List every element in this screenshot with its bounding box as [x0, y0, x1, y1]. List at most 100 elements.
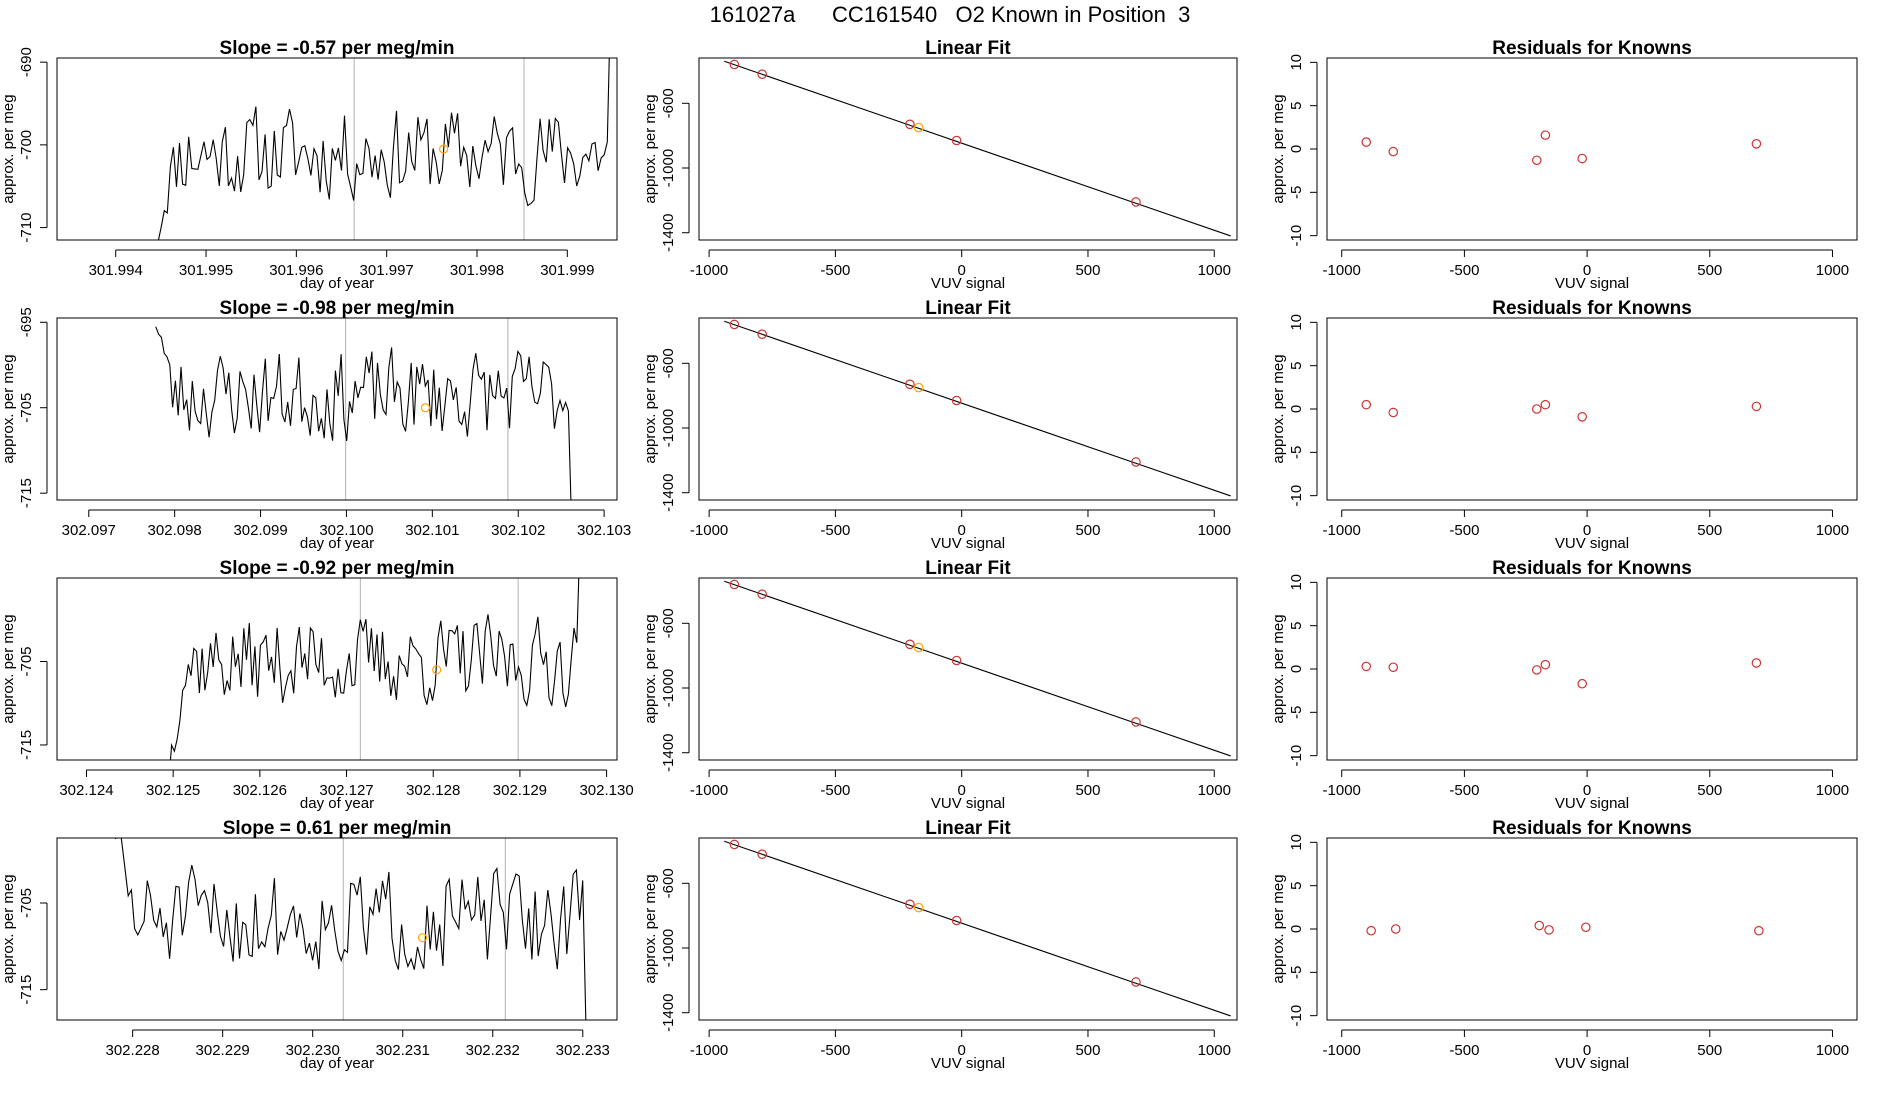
fit-line: [724, 580, 1231, 757]
panel-data: [169, 578, 580, 760]
data-point: [951, 915, 962, 926]
fit-line: [724, 320, 1231, 497]
x-axis-label: day of year: [300, 1055, 374, 1072]
y-tick-label: 5: [1288, 881, 1305, 889]
plot-frame: [698, 837, 1238, 1021]
x-tick-label: 1000: [1816, 782, 1849, 799]
y-tick-label: -5: [1288, 446, 1305, 459]
y-tick-label: -690: [18, 47, 35, 77]
plot-frame: [1326, 317, 1858, 501]
data-point: [729, 579, 740, 590]
data-point: [1131, 197, 1141, 207]
data-point: [951, 395, 962, 406]
y-tick-label: 10: [1288, 54, 1305, 71]
data-point: [1544, 925, 1554, 935]
data-point: [729, 59, 740, 70]
y-axis-label: approx. per meg: [0, 614, 17, 723]
y-tick-label: 0: [1288, 145, 1305, 153]
y-tick-label: 10: [1288, 574, 1305, 591]
panel-3-2: Linear Fit -1000 -500 0 500 1000 VUV signal -60…: [642, 558, 1238, 812]
x-tick-label: -1000: [690, 522, 728, 539]
x-tick-label: 0: [1583, 262, 1591, 279]
x-axis-label: VUV signal: [1555, 535, 1629, 552]
plot-frame: [56, 577, 618, 761]
x-tick-label: 302.129: [493, 782, 547, 799]
data-point: [951, 135, 962, 146]
y-tick-label: 5: [1288, 101, 1305, 109]
y-tick-label: -10: [1288, 745, 1305, 767]
y-axis-label: approx. per meg: [0, 874, 17, 983]
data-point: [1534, 920, 1545, 931]
y-tick-label: -600: [660, 608, 677, 638]
data-point: [1577, 153, 1587, 164]
panel-data: [724, 579, 1231, 757]
x-tick-label: 1000: [1198, 522, 1231, 539]
y-tick-label: 5: [1288, 361, 1305, 369]
x-tick-label: 302.232: [466, 1042, 520, 1059]
y-tick-label: 10: [1288, 314, 1305, 331]
panel-data: [1366, 920, 1764, 936]
x-tick-label: 1000: [1198, 262, 1231, 279]
panel-title: Slope = 0.61 per meg/min: [223, 818, 452, 839]
panel-title: Slope = -0.57 per meg/min: [220, 38, 455, 59]
data-point: [1751, 658, 1762, 668]
x-tick-label: 500: [1075, 1042, 1100, 1059]
x-tick-label: 1000: [1198, 782, 1231, 799]
panel-2-1: Slope = -0.98 per meg/min 302.097 302.098 3…: [0, 298, 631, 552]
data-point: [1581, 922, 1591, 933]
data-point: [1751, 139, 1762, 149]
data-point: [1388, 662, 1399, 673]
x-tick-label: 1000: [1816, 262, 1849, 279]
x-tick-label: 302.097: [62, 522, 116, 539]
data-point: [1131, 717, 1141, 727]
series-line: [114, 838, 587, 1020]
x-tick-label: 302.124: [59, 782, 113, 799]
y-axis-label: approx. per meg: [642, 354, 659, 463]
x-tick-label: 500: [1697, 1042, 1722, 1059]
x-tick-label: 302.233: [556, 1042, 610, 1059]
data-point: [1540, 399, 1551, 410]
y-tick-label: -715: [18, 478, 35, 508]
y-tick-label: -715: [18, 975, 35, 1005]
y-tick-label: -600: [660, 88, 677, 118]
panel-title: Residuals for Knowns: [1492, 818, 1692, 839]
data-point: [729, 319, 740, 330]
data-point: [1388, 407, 1399, 418]
panel-data: [1361, 658, 1762, 689]
x-tick-label: -500: [1449, 522, 1479, 539]
panel-title: Linear Fit: [925, 38, 1011, 59]
fit-line: [724, 60, 1231, 237]
y-tick-label: -715: [18, 730, 35, 760]
y-tick-label: -5: [1288, 706, 1305, 719]
x-tick-label: -1000: [690, 782, 728, 799]
x-tick-label: 302.099: [233, 522, 287, 539]
y-tick-label: -1400: [660, 994, 677, 1032]
x-tick-label: -500: [820, 262, 850, 279]
panel-2-3: Residuals for Knowns -1000 -500 0 500 1000 VUV…: [1270, 298, 1858, 552]
data-point: [913, 642, 924, 653]
x-tick-label: 302.100: [319, 522, 373, 539]
y-tick-label: -600: [660, 348, 677, 378]
panel-1-1: Slope = -0.57 per meg/min 301.994 301.995 3…: [0, 38, 618, 292]
data-point: [951, 655, 962, 666]
x-tick-label: -1000: [690, 1042, 728, 1059]
y-axis-label: approx. per meg: [642, 614, 659, 723]
x-tick-label: -1000: [1323, 522, 1361, 539]
series-line: [155, 326, 572, 500]
x-axis-label: day of year: [300, 275, 374, 292]
plot-frame: [1326, 837, 1858, 1021]
panel-3-1: Slope = -0.92 per meg/min 302.124 302.125 3…: [0, 558, 634, 812]
y-tick-label: 10: [1288, 834, 1305, 851]
y-tick-label: 0: [1288, 665, 1305, 673]
y-tick-label: -5: [1288, 186, 1305, 199]
y-axis-label: approx. per meg: [642, 874, 659, 983]
x-axis-label: VUV signal: [1555, 275, 1629, 292]
x-tick-label: 0: [958, 262, 966, 279]
data-point: [1540, 659, 1551, 670]
data-point: [905, 379, 915, 390]
y-axis-label: approx. per meg: [0, 94, 17, 203]
series-line: [157, 58, 610, 240]
panel-title: Linear Fit: [925, 558, 1011, 579]
known-point: [417, 933, 428, 943]
data-point: [1577, 411, 1587, 422]
